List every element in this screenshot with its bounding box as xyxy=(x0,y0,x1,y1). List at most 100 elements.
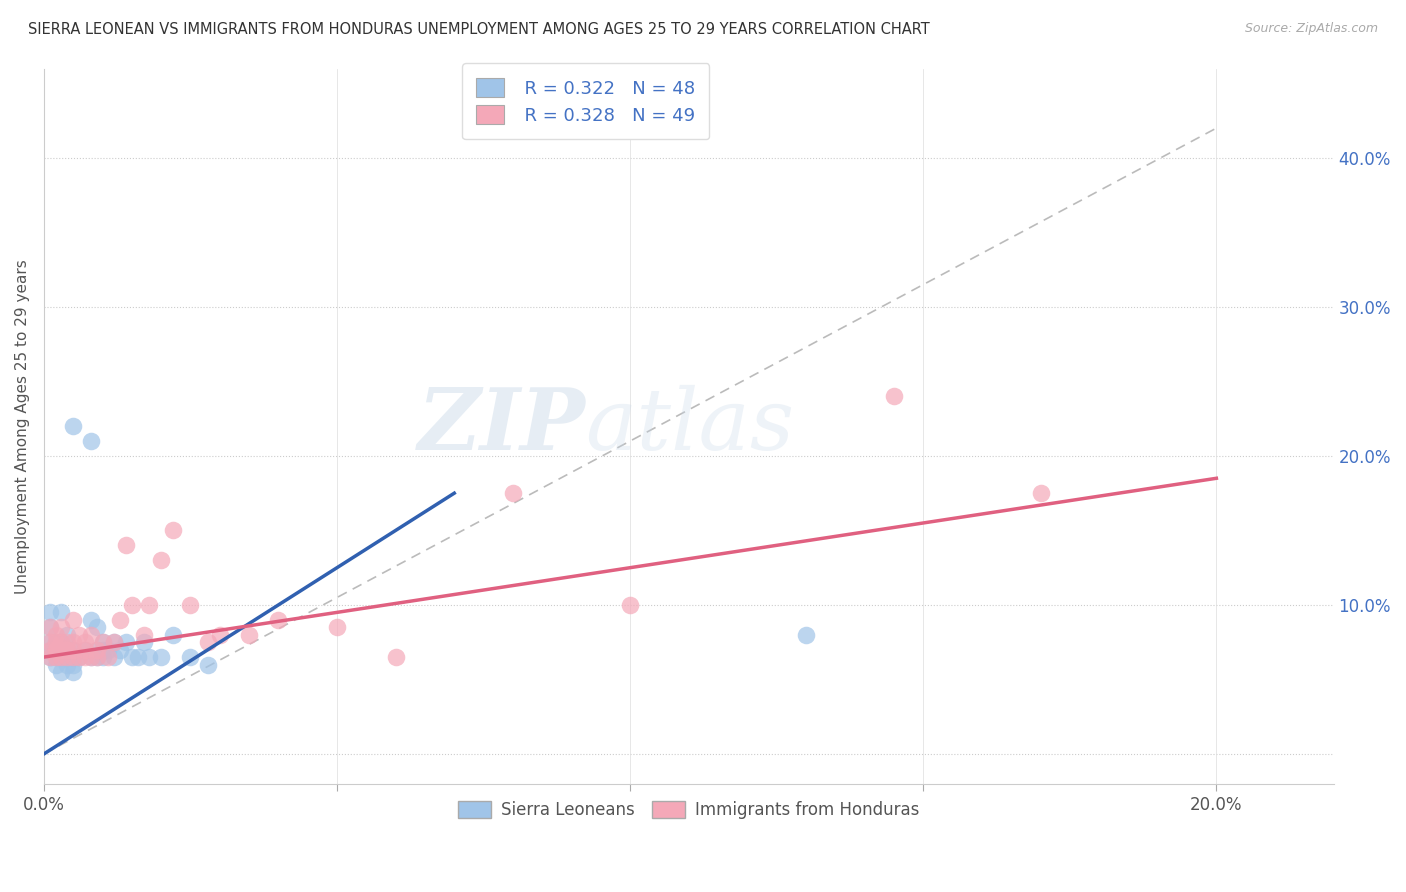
Point xyxy=(45,650,67,665)
Point xyxy=(86,650,108,665)
Point xyxy=(62,419,84,434)
Point xyxy=(97,642,120,657)
Point xyxy=(80,628,103,642)
Text: Source: ZipAtlas.com: Source: ZipAtlas.com xyxy=(1244,22,1378,36)
Point xyxy=(80,650,103,665)
Point xyxy=(1029,486,1052,500)
Point xyxy=(51,642,73,657)
Point xyxy=(45,628,67,642)
Point xyxy=(150,553,173,567)
Point xyxy=(80,434,103,448)
Point xyxy=(38,620,60,634)
Y-axis label: Unemployment Among Ages 25 to 29 years: Unemployment Among Ages 25 to 29 years xyxy=(15,259,30,593)
Point xyxy=(51,642,73,657)
Point xyxy=(73,642,96,657)
Point xyxy=(62,665,84,679)
Point xyxy=(38,642,60,657)
Point xyxy=(38,635,60,649)
Point xyxy=(62,650,84,665)
Point xyxy=(132,635,155,649)
Point xyxy=(103,650,125,665)
Point xyxy=(138,650,160,665)
Point xyxy=(45,635,67,649)
Point xyxy=(108,642,131,657)
Point xyxy=(56,650,79,665)
Point xyxy=(127,650,149,665)
Point xyxy=(108,613,131,627)
Point xyxy=(86,642,108,657)
Point xyxy=(103,635,125,649)
Point xyxy=(197,635,219,649)
Point xyxy=(86,620,108,634)
Point xyxy=(326,620,349,634)
Point xyxy=(51,650,73,665)
Point xyxy=(179,650,201,665)
Point xyxy=(62,657,84,672)
Point xyxy=(238,628,260,642)
Point xyxy=(80,613,103,627)
Point xyxy=(67,650,90,665)
Point xyxy=(103,635,125,649)
Point xyxy=(794,628,817,642)
Point xyxy=(51,606,73,620)
Point xyxy=(121,650,143,665)
Point xyxy=(62,613,84,627)
Point xyxy=(45,642,67,657)
Point xyxy=(162,628,184,642)
Point xyxy=(45,642,67,657)
Point xyxy=(502,486,524,500)
Point xyxy=(51,635,73,649)
Point xyxy=(56,642,79,657)
Text: atlas: atlas xyxy=(585,384,794,467)
Point xyxy=(197,657,219,672)
Point xyxy=(62,635,84,649)
Point xyxy=(73,642,96,657)
Point xyxy=(138,598,160,612)
Point xyxy=(883,389,905,403)
Text: SIERRA LEONEAN VS IMMIGRANTS FROM HONDURAS UNEMPLOYMENT AMONG AGES 25 TO 29 YEAR: SIERRA LEONEAN VS IMMIGRANTS FROM HONDUR… xyxy=(28,22,929,37)
Point xyxy=(162,524,184,538)
Point xyxy=(73,650,96,665)
Point xyxy=(115,538,138,552)
Point xyxy=(91,642,114,657)
Point xyxy=(619,598,641,612)
Point xyxy=(80,650,103,665)
Point xyxy=(91,635,114,649)
Point xyxy=(73,635,96,649)
Point xyxy=(45,650,67,665)
Point xyxy=(38,620,60,634)
Point xyxy=(267,613,290,627)
Point xyxy=(86,642,108,657)
Point xyxy=(150,650,173,665)
Point xyxy=(62,650,84,665)
Point xyxy=(38,650,60,665)
Point xyxy=(67,650,90,665)
Point xyxy=(179,598,201,612)
Point xyxy=(91,635,114,649)
Point xyxy=(51,620,73,634)
Point xyxy=(56,635,79,649)
Point xyxy=(67,628,90,642)
Point xyxy=(45,657,67,672)
Text: ZIP: ZIP xyxy=(418,384,585,468)
Point xyxy=(38,606,60,620)
Point xyxy=(384,650,406,665)
Legend: Sierra Leoneans, Immigrants from Honduras: Sierra Leoneans, Immigrants from Hondura… xyxy=(451,794,927,825)
Point xyxy=(56,657,79,672)
Point xyxy=(38,650,60,665)
Point xyxy=(62,642,84,657)
Point xyxy=(62,642,84,657)
Point xyxy=(38,642,60,657)
Point xyxy=(121,598,143,612)
Point xyxy=(56,628,79,642)
Point xyxy=(97,650,120,665)
Point xyxy=(132,628,155,642)
Point xyxy=(91,650,114,665)
Point xyxy=(51,650,73,665)
Point xyxy=(56,642,79,657)
Point xyxy=(208,628,231,642)
Point xyxy=(38,635,60,649)
Point xyxy=(51,665,73,679)
Point xyxy=(115,635,138,649)
Point xyxy=(51,635,73,649)
